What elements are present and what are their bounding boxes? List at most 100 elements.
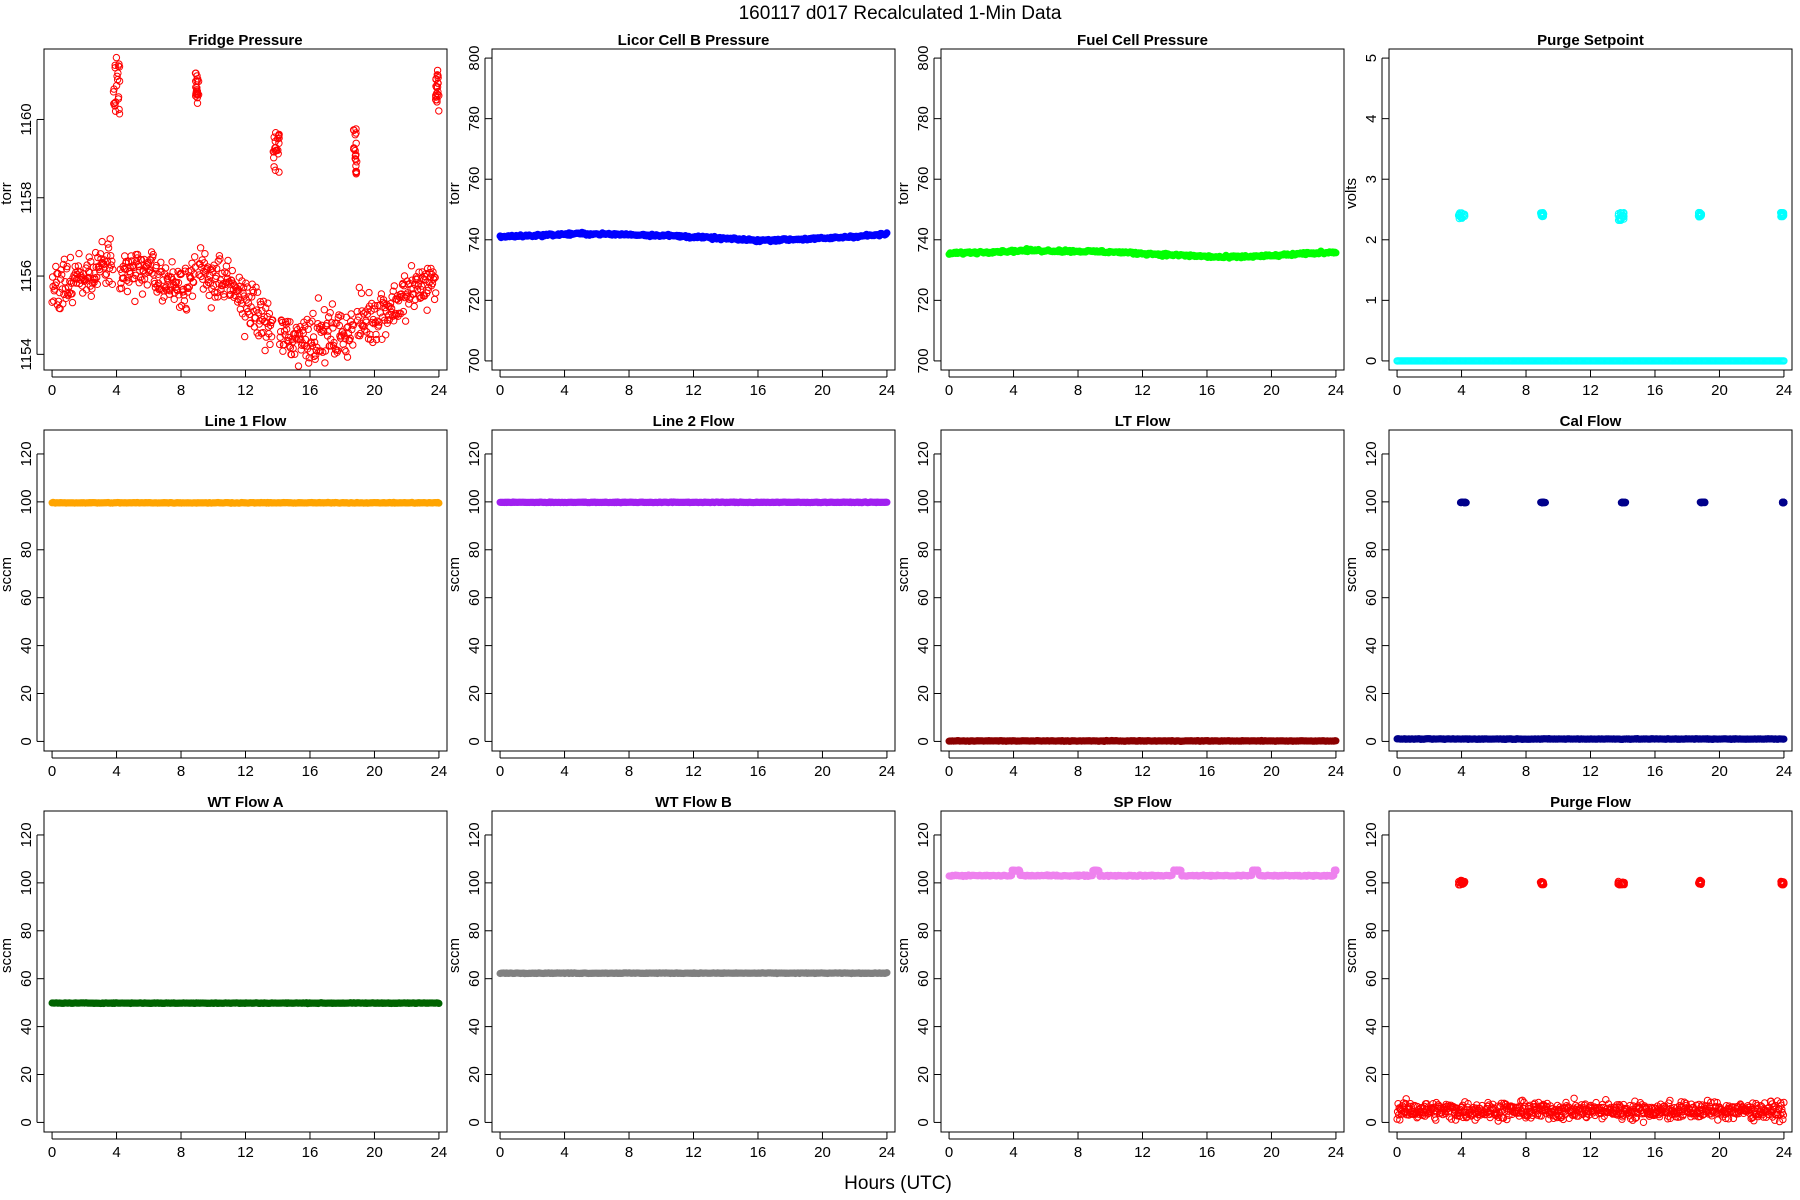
x-tick-label: 4 [560,763,568,780]
data-point [165,290,174,298]
data-point [382,331,390,339]
data-point [428,279,437,288]
data-point [201,250,209,258]
data-point [328,300,337,308]
data-point [346,334,354,342]
data-point [51,285,59,293]
y-tick-label: 1156 [18,260,35,292]
data-point [353,307,361,316]
data-point [267,333,276,341]
data-point [211,293,219,301]
data-point [432,289,440,297]
y-tick-label: 740 [466,227,483,252]
data-point [286,318,294,326]
data-point [352,167,360,176]
y-tick-label: 80 [915,541,932,558]
y-axis-label: sccm [446,938,463,973]
x-axis: 0 4 8 12 16 20 24 [1393,370,1792,399]
data-point [283,325,291,333]
data-point [136,266,144,274]
panel-title: Line 1 Flow [205,413,287,430]
data-point [193,99,202,107]
x-tick-label: 20 [1711,382,1728,399]
data-point [359,310,368,318]
data-point [175,303,184,311]
data-point [1621,499,1629,507]
data-point [326,309,334,317]
data-point [202,281,211,289]
data-point [309,333,318,341]
y-tick-label: 780 [466,106,483,131]
x-tick-label: 4 [1009,763,1017,780]
x-tick-label: 16 [302,763,319,780]
data-point [133,250,142,259]
data-point [193,75,202,83]
x-tick-label: 12 [685,763,702,780]
y-tick-label: 120 [466,822,483,847]
x-tick-label: 20 [814,763,831,780]
data-point [238,277,246,285]
data-point [184,288,192,296]
data-point [196,244,205,252]
data-point [1780,357,1788,365]
data-point [87,292,96,300]
data-point [328,319,336,327]
panel-title: Line 2 Flow [653,413,735,430]
x-tick-label: 24 [431,1144,448,1161]
data-point [123,287,132,296]
x-tick-label: 12 [237,1144,254,1161]
data-point [310,338,319,346]
data-point [110,99,119,107]
data-point [185,283,194,291]
data-point [250,323,259,331]
x-tick-label: 24 [1328,763,1345,780]
data-point [342,348,350,356]
data-point [253,288,262,296]
y-tick-label: 760 [466,167,483,192]
y-tick-label: 0 [466,737,483,745]
data-point [375,321,383,329]
y-axis-label: sccm [1343,557,1360,592]
y-tick-label: 2 [1363,236,1380,244]
data-point [883,969,891,977]
data-point [401,317,410,325]
y-tick-label: 20 [466,1066,483,1083]
figure-title: 160117 d017 Recalculated 1-Min Data [739,3,1062,24]
data-point [230,293,238,301]
data-point [240,292,248,300]
data-point [415,268,423,276]
data-point [352,162,360,170]
plot-frame [491,48,896,371]
data-point [262,304,270,312]
data-point [305,359,313,367]
data-point [66,253,75,262]
x-axis-title: Hours (UTC) [844,1173,952,1194]
y-tick-label: 0 [466,1118,483,1126]
data-point [195,271,203,279]
data-point [270,163,278,171]
data-point [1459,211,1468,219]
data-point [314,294,323,302]
x-axis: 0 4 8 12 16 20 24 [496,751,895,780]
y-tick-label: 40 [466,637,483,654]
y-tick-label: 0 [915,737,932,745]
data-point [214,257,223,265]
data-point [265,309,274,318]
data-points [945,245,1340,262]
data-point [883,498,891,506]
y-tick-label: 3 [1363,175,1380,183]
data-point [149,250,157,259]
data-point [386,300,395,308]
panel-title: Licor Cell B Pressure [618,32,770,49]
x-tick-label: 4 [1457,763,1465,780]
data-point [224,256,232,265]
y-tick-label: 80 [18,541,35,558]
data-point [271,144,279,152]
data-point [225,291,234,299]
x-tick-label: 8 [1522,382,1530,399]
panel-title: Purge Setpoint [1537,32,1644,49]
y-tick-label: 0 [1363,737,1380,745]
x-tick-label: 0 [496,763,504,780]
